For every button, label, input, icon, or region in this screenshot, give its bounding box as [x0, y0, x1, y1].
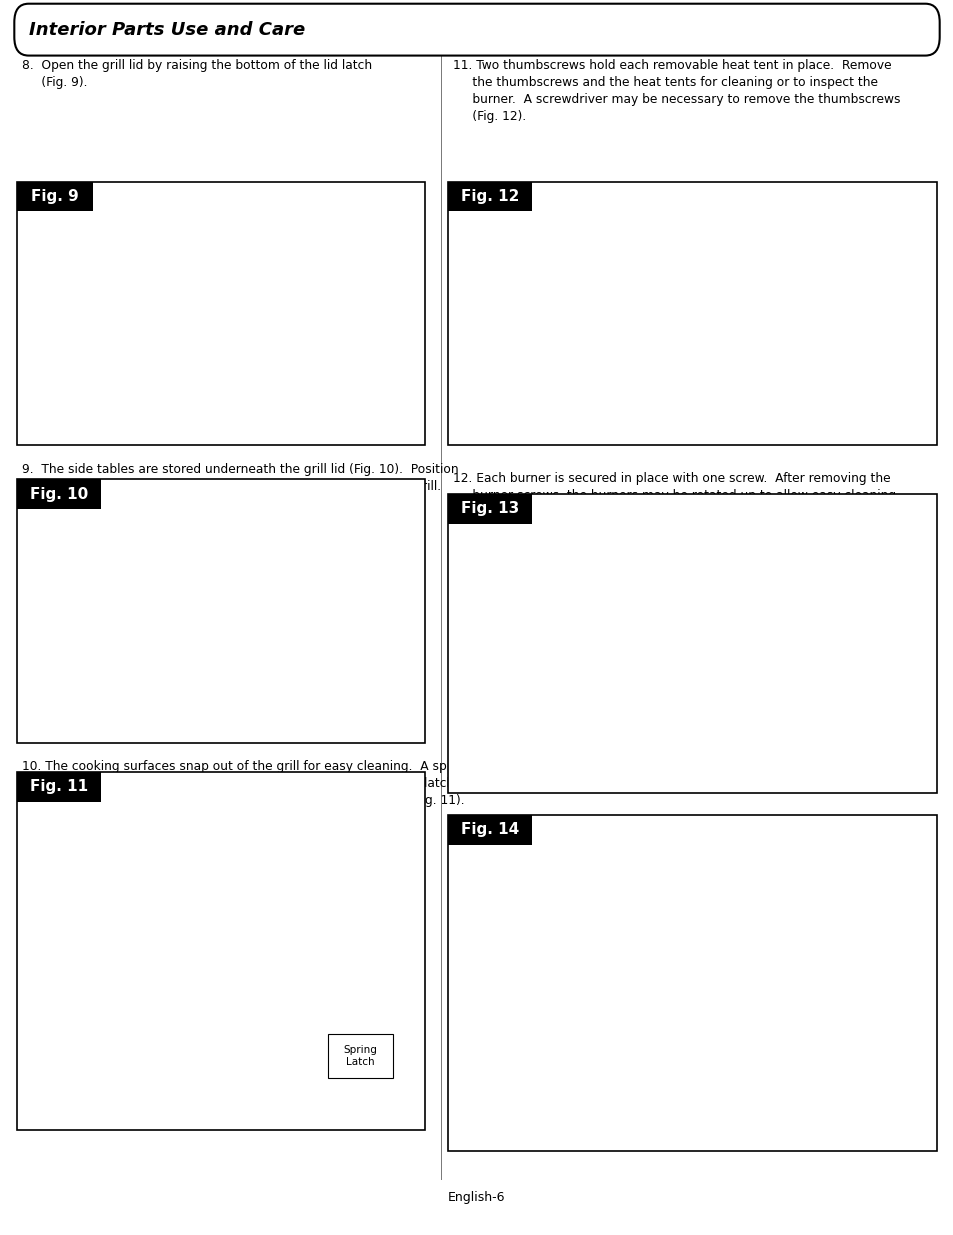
Text: Fig. 12: Fig. 12 [460, 189, 519, 204]
Text: Fig. 14: Fig. 14 [460, 823, 519, 837]
Bar [448, 182, 936, 445]
Bar [448, 494, 936, 793]
Bar [17, 772, 101, 802]
Text: Interior Parts Use and Care: Interior Parts Use and Care [29, 21, 305, 40]
Text: 12. Each burner is secured in place with one screw.  After removing the
     bur: 12. Each burner is secured in place with… [453, 472, 895, 519]
Bar [328, 1034, 393, 1078]
Text: Fig. 11: Fig. 11 [30, 779, 88, 794]
Text: 8.  Open the grill lid by raising the bottom of the lid latch
     (Fig. 9).: 8. Open the grill lid by raising the bot… [22, 59, 372, 89]
Bar [17, 182, 93, 211]
Bar [17, 479, 101, 509]
FancyBboxPatch shape [14, 4, 939, 56]
Text: Fig. 13: Fig. 13 [460, 501, 519, 516]
Text: Spring
Latch: Spring Latch [343, 1045, 377, 1067]
Bar [448, 494, 532, 524]
Text: English-6: English-6 [448, 1192, 505, 1204]
Bar [17, 479, 424, 743]
Bar [448, 815, 532, 845]
Bar [448, 182, 532, 211]
Text: 10. The cooking surfaces snap out of the grill for easy cleaning.  A spring
    : 10. The cooking surfaces snap out of the… [22, 760, 470, 806]
Bar [448, 815, 936, 1151]
Text: 11. Two thumbscrews hold each removable heat tent in place.  Remove
     the thu: 11. Two thumbscrews hold each removable … [453, 59, 900, 124]
Text: 9.  The side tables are stored underneath the grill lid (Fig. 10).  Position
   : 9. The side tables are stored underneath… [22, 463, 458, 493]
Text: Fig. 10: Fig. 10 [30, 487, 89, 501]
Bar [17, 182, 424, 445]
Bar [17, 772, 424, 1130]
Text: Fig. 9: Fig. 9 [31, 189, 79, 204]
